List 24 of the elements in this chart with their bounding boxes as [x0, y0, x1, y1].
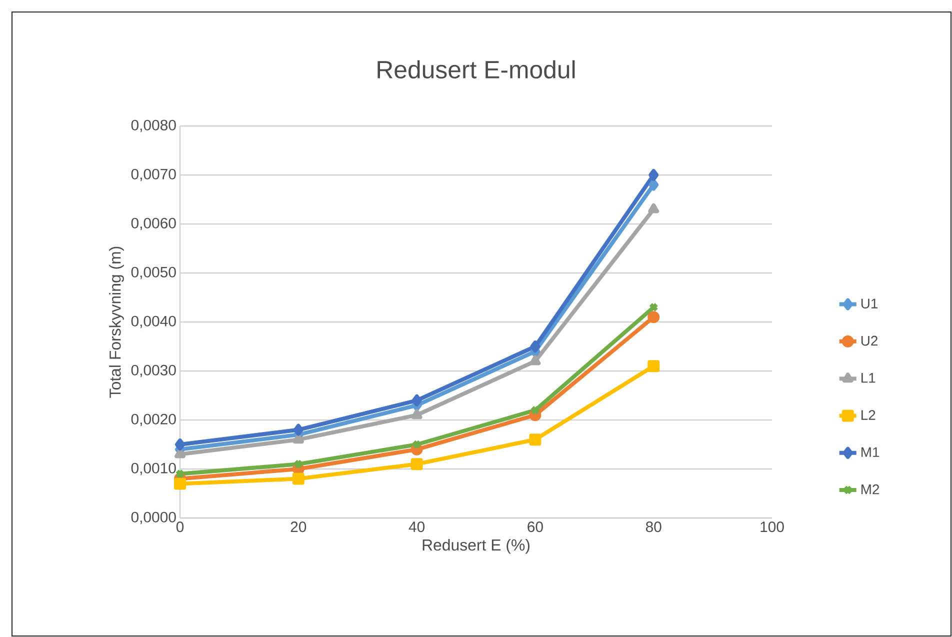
y-tick-label: 0,0030 — [131, 364, 176, 378]
y-axis-title: Total Forskyvning (m) — [109, 246, 124, 398]
y-tick-label: 0,0000 — [131, 512, 176, 524]
y-tick-label: 0,0010 — [131, 462, 176, 476]
y-tick-label: 0,0040 — [131, 316, 176, 328]
y-tick-label: 0,0020 — [131, 414, 176, 426]
x-tick-label: 60 — [528, 522, 543, 532]
y-tick-label: 0,0060 — [131, 218, 176, 230]
x-tick-label: 100 — [760, 522, 784, 532]
x-tick-label: 80 — [646, 522, 662, 532]
legend-label: M1 — [861, 447, 880, 457]
legend-label: M2 — [861, 484, 880, 494]
x-tick-label: 20 — [290, 522, 306, 532]
legend-label: U1 — [861, 298, 878, 308]
legend-label: U2 — [861, 336, 878, 346]
x-tick-label: 0 — [176, 522, 184, 532]
chart-title: Redusert E-modul — [378, 60, 575, 79]
x-tick-label: 40 — [408, 522, 425, 532]
legend-label: L2 — [861, 410, 876, 420]
y-tick-label: 0,0080 — [131, 120, 176, 132]
y-tick-label: 0,0070 — [131, 168, 176, 182]
y-tick-label: 0,0050 — [131, 266, 176, 280]
x-axis-title: Redusert E (%) — [422, 538, 530, 554]
legend-label: L1 — [861, 373, 876, 383]
